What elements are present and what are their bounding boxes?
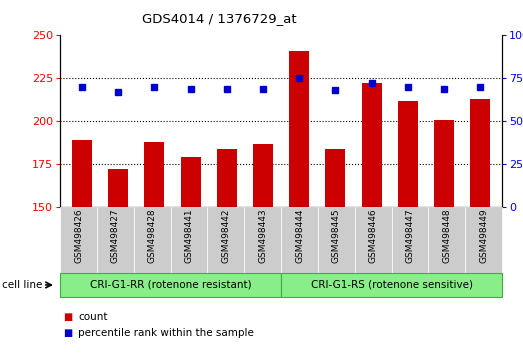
Bar xyxy=(144,142,164,207)
Text: CRI-G1-RS (rotenone sensitive): CRI-G1-RS (rotenone sensitive) xyxy=(311,280,473,290)
Text: count: count xyxy=(78,312,108,322)
Text: GSM498443: GSM498443 xyxy=(258,209,267,263)
Text: GSM498447: GSM498447 xyxy=(405,209,415,263)
Text: GSM498449: GSM498449 xyxy=(479,209,488,263)
Text: percentile rank within the sample: percentile rank within the sample xyxy=(78,328,254,338)
Bar xyxy=(470,99,490,207)
Text: GSM498448: GSM498448 xyxy=(442,209,451,263)
Text: ■: ■ xyxy=(63,312,72,322)
Bar xyxy=(217,149,237,207)
Bar xyxy=(434,120,454,207)
Bar xyxy=(72,140,92,207)
Text: GSM498445: GSM498445 xyxy=(332,209,341,263)
Text: cell line: cell line xyxy=(2,280,42,290)
Bar xyxy=(398,101,418,207)
Text: GSM498444: GSM498444 xyxy=(295,209,304,263)
Text: GSM498426: GSM498426 xyxy=(74,209,83,263)
Text: GSM498442: GSM498442 xyxy=(221,209,230,263)
Text: GSM498446: GSM498446 xyxy=(369,209,378,263)
Bar xyxy=(362,84,382,207)
Text: GSM498428: GSM498428 xyxy=(147,209,157,263)
Bar xyxy=(180,157,200,207)
Text: GSM498427: GSM498427 xyxy=(111,209,120,263)
Bar xyxy=(325,149,345,207)
Text: GDS4014 / 1376729_at: GDS4014 / 1376729_at xyxy=(142,12,297,25)
Text: CRI-G1-RR (rotenone resistant): CRI-G1-RR (rotenone resistant) xyxy=(90,280,252,290)
Bar xyxy=(253,144,273,207)
Text: ■: ■ xyxy=(63,328,72,338)
Text: GSM498441: GSM498441 xyxy=(185,209,194,263)
Bar xyxy=(108,169,128,207)
Bar xyxy=(289,51,309,207)
